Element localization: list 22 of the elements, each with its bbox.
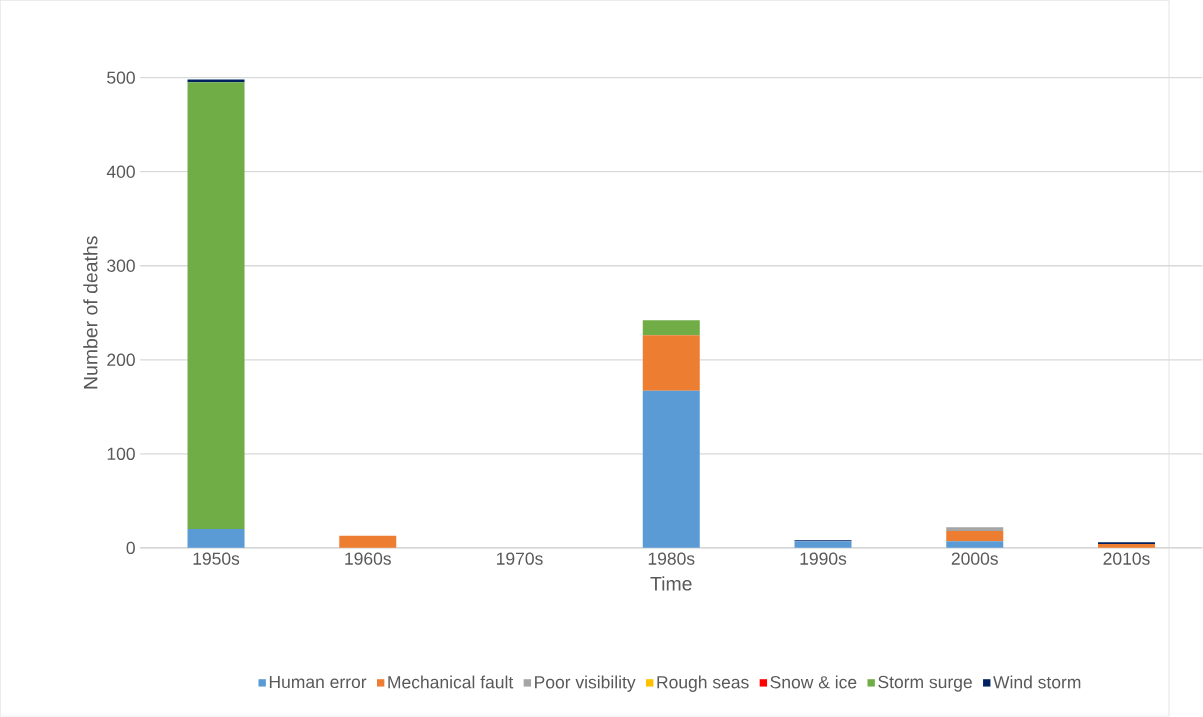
legend-label: Wind storm [993, 675, 1081, 689]
y-tick-label: 300 [107, 259, 135, 273]
y-axis-title: Number of deaths [83, 236, 98, 389]
y-tick-label: 0 [126, 541, 135, 555]
x-tick-label: 1960s [345, 552, 391, 566]
x-tick-label: 2000s [951, 552, 998, 566]
legend-label: Storm surge [878, 676, 972, 692]
legend-label: Snow & ice [770, 675, 857, 689]
legend-label: Rough seas [657, 675, 749, 693]
x-axis-title: Time [650, 576, 692, 591]
y-tick-label: 400 [106, 165, 135, 179]
x-tick-label: 2010s [1103, 552, 1150, 566]
x-tick-label: 1970s [497, 552, 543, 566]
legend-label: Human error [269, 676, 367, 689]
y-tick-label: 100 [107, 447, 135, 461]
x-tick-label: 1950s [193, 552, 240, 566]
legend-label: Poor visibility [535, 675, 636, 693]
x-tick-label: 1980s [648, 552, 695, 566]
y-tick-label: 200 [107, 353, 135, 367]
legend-label: Mechanical fault [388, 675, 514, 689]
y-tick-label: 500 [107, 71, 135, 85]
x-tick-label: 1990s [800, 552, 847, 566]
